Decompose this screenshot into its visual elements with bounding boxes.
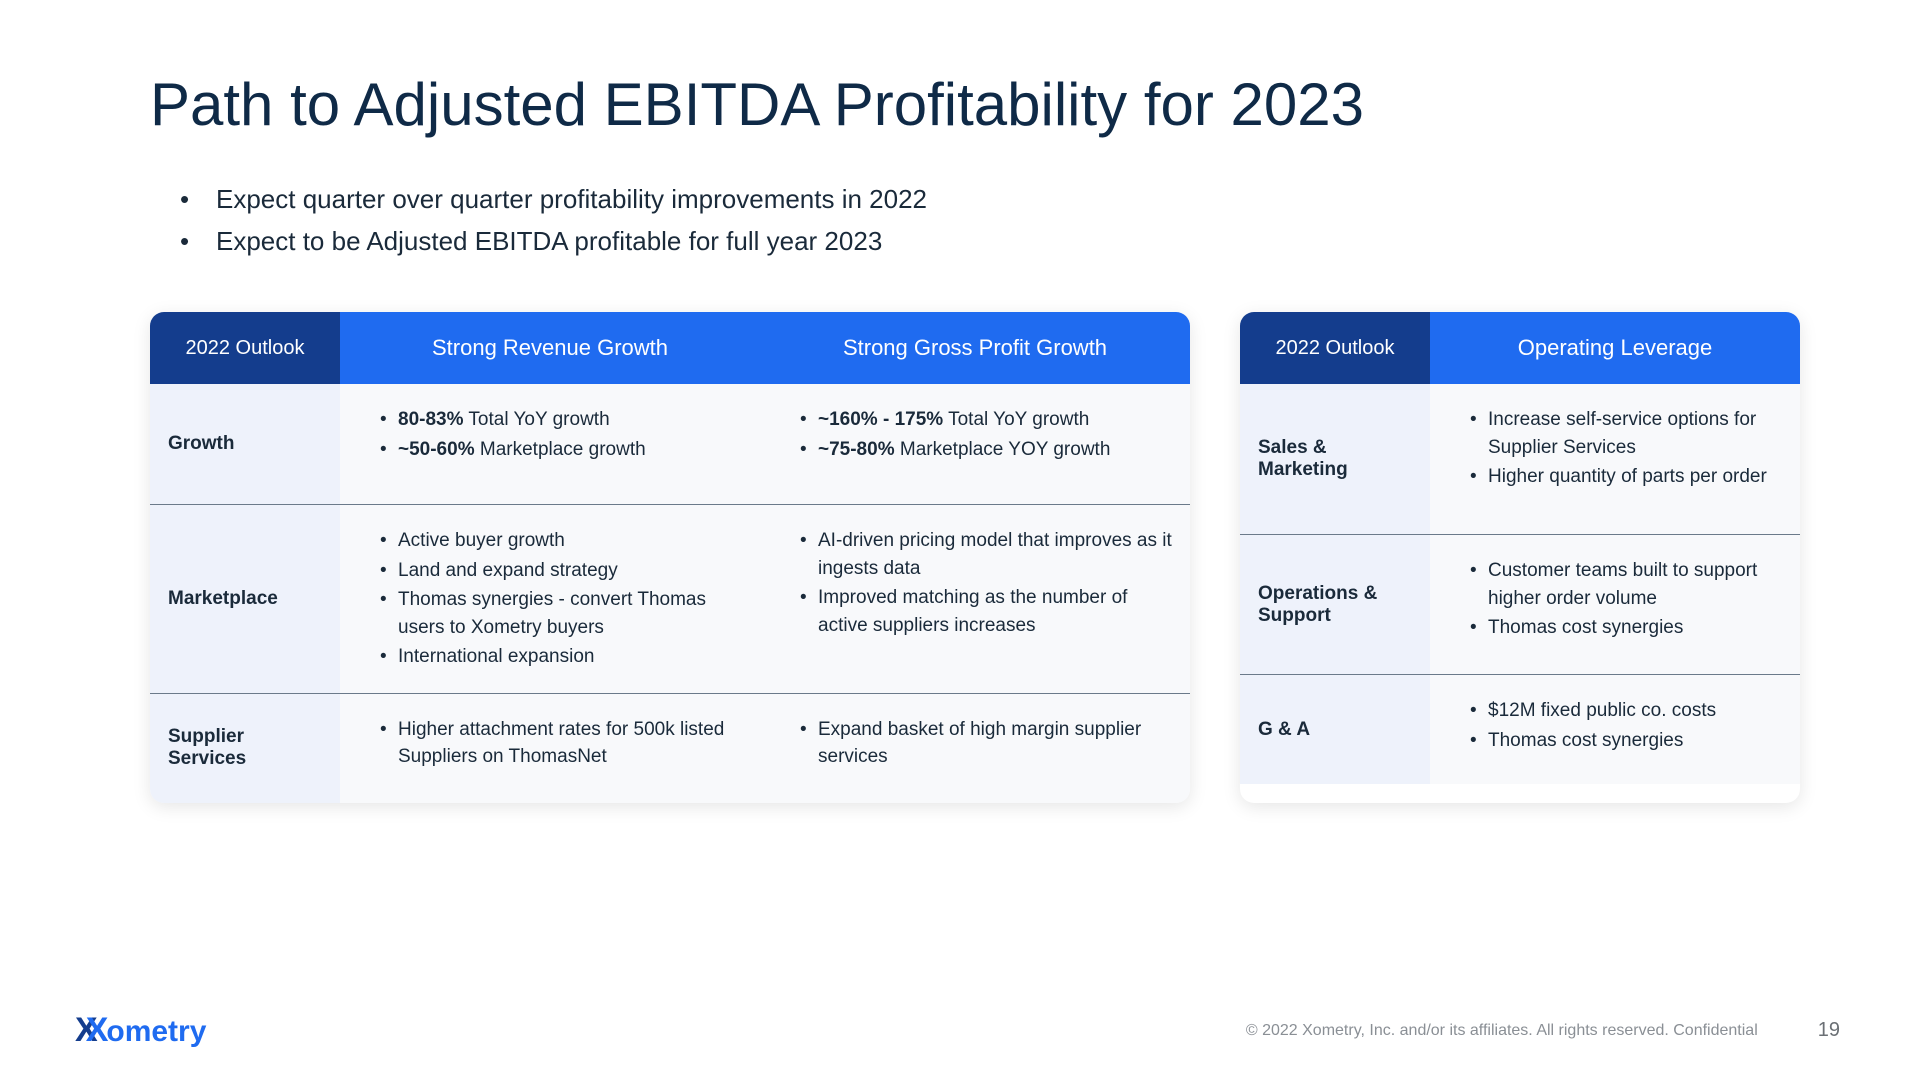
lead-bullet-item: Expect quarter over quarter profitabilit…	[180, 179, 1780, 221]
table-cell: Higher attachment rates for 500k listed …	[340, 694, 760, 803]
slide-footer: XX ometry © 2022 Xometry, Inc. and/or it…	[0, 1011, 1920, 1050]
cell-bullet-item: Active buyer growth	[380, 527, 742, 555]
left-table-header: 2022 Outlook Strong Revenue Growth Stron…	[150, 312, 1190, 384]
right-table-header: 2022 Outlook Operating Leverage	[1240, 312, 1800, 384]
page-title: Path to Adjusted EBITDA Profitability fo…	[150, 70, 1780, 139]
cell-bullet-item: Higher quantity of parts per order	[1470, 463, 1782, 491]
left-th-outlook: 2022 Outlook	[150, 312, 340, 384]
table-cell: Active buyer growthLand and expand strat…	[340, 505, 760, 693]
cell-bullet-item: AI-driven pricing model that improves as…	[800, 527, 1172, 582]
cell-bullet-list: Expand basket of high margin supplier se…	[778, 716, 1172, 771]
cell-bullet-item: 80-83% Total YoY growth	[380, 406, 742, 434]
cell-bullet-item: ~160% - 175% Total YoY growth	[800, 406, 1172, 434]
right-table-body: Sales & Marketing Increase self-service o…	[1240, 384, 1800, 784]
table-cell: ~160% - 175% Total YoY growth~75-80% Mar…	[760, 384, 1190, 504]
table-row: Supplier Services Higher attachment rates…	[150, 693, 1190, 803]
table-cell: AI-driven pricing model that improves as…	[760, 505, 1190, 693]
row-label: Marketplace	[150, 505, 340, 693]
cell-bullet-item: Higher attachment rates for 500k listed …	[380, 716, 742, 771]
table-cell: Customer teams built to support higher o…	[1430, 535, 1800, 674]
cell-bullet-list: $12M fixed public co. costsThomas cost s…	[1448, 697, 1782, 754]
cell-bullet-item: Increase self-service options for Suppli…	[1470, 406, 1782, 461]
row-label: Operations & Support	[1240, 535, 1430, 674]
cell-bullet-list: Increase self-service options for Suppli…	[1448, 406, 1782, 491]
left-table-body: Growth 80-83% Total YoY growth~50-60% Mar…	[150, 384, 1190, 803]
row-label: Supplier Services	[150, 694, 340, 803]
cell-bullet-list: ~160% - 175% Total YoY growth~75-80% Mar…	[778, 406, 1172, 463]
cell-bullet-list: Customer teams built to support higher o…	[1448, 557, 1782, 642]
cell-bullet-list: Higher attachment rates for 500k listed …	[358, 716, 742, 771]
cell-bullet-item: Thomas cost synergies	[1470, 614, 1782, 642]
cell-bullet-item: $12M fixed public co. costs	[1470, 697, 1782, 725]
lead-bullet-item: Expect to be Adjusted EBITDA profitable …	[180, 221, 1780, 263]
page-number: 19	[1818, 1019, 1840, 1042]
cell-bullet-list: AI-driven pricing model that improves as…	[778, 527, 1172, 639]
right-th-operating-leverage: Operating Leverage	[1430, 312, 1800, 384]
cell-bullet-list: 80-83% Total YoY growth~50-60% Marketpla…	[358, 406, 742, 463]
tables-row: 2022 Outlook Strong Revenue Growth Stron…	[150, 312, 1780, 803]
logo-x-icon: XX	[75, 1011, 106, 1050]
cell-bullet-item: ~75-80% Marketplace YOY growth	[800, 436, 1172, 464]
table-row: G & A $12M fixed public co. costsThomas c…	[1240, 674, 1800, 784]
left-th-gross-profit: Strong Gross Profit Growth	[760, 312, 1190, 384]
lead-bullet-list: Expect quarter over quarter profitabilit…	[150, 179, 1780, 262]
cell-bullet-item: Land and expand strategy	[380, 557, 742, 585]
copyright-text: © 2022 Xometry, Inc. and/or its affiliat…	[1246, 1022, 1758, 1040]
logo-text: ometry	[106, 1015, 206, 1049]
cell-bullet-item: Expand basket of high margin supplier se…	[800, 716, 1172, 771]
table-cell: $12M fixed public co. costsThomas cost s…	[1430, 675, 1800, 784]
right-table: 2022 Outlook Operating Leverage Sales & …	[1240, 312, 1800, 803]
cell-bullet-item: ~50-60% Marketplace growth	[380, 436, 742, 464]
left-table: 2022 Outlook Strong Revenue Growth Stron…	[150, 312, 1190, 803]
logo: XX ometry	[75, 1011, 206, 1050]
table-cell: Expand basket of high margin supplier se…	[760, 694, 1190, 803]
cell-bullet-item: Customer teams built to support higher o…	[1470, 557, 1782, 612]
cell-bullet-item: International expansion	[380, 643, 742, 671]
row-label: G & A	[1240, 675, 1430, 784]
cell-bullet-list: Active buyer growthLand and expand strat…	[358, 527, 742, 671]
right-th-outlook: 2022 Outlook	[1240, 312, 1430, 384]
table-row: MarketplaceActive buyer growthLand and e…	[150, 504, 1190, 693]
cell-bullet-item: Thomas cost synergies	[1470, 727, 1782, 755]
table-cell: 80-83% Total YoY growth~50-60% Marketpla…	[340, 384, 760, 504]
table-row: Operations & Support Customer teams built…	[1240, 534, 1800, 674]
cell-bullet-item: Improved matching as the number of activ…	[800, 584, 1172, 639]
row-label: Growth	[150, 384, 340, 504]
left-th-revenue: Strong Revenue Growth	[340, 312, 760, 384]
table-cell: Increase self-service options for Suppli…	[1430, 384, 1800, 534]
row-label: Sales & Marketing	[1240, 384, 1430, 534]
table-row: Sales & Marketing Increase self-service o…	[1240, 384, 1800, 534]
cell-bullet-item: Thomas synergies - convert Thomas users …	[380, 586, 742, 641]
table-row: Growth 80-83% Total YoY growth~50-60% Mar…	[150, 384, 1190, 504]
